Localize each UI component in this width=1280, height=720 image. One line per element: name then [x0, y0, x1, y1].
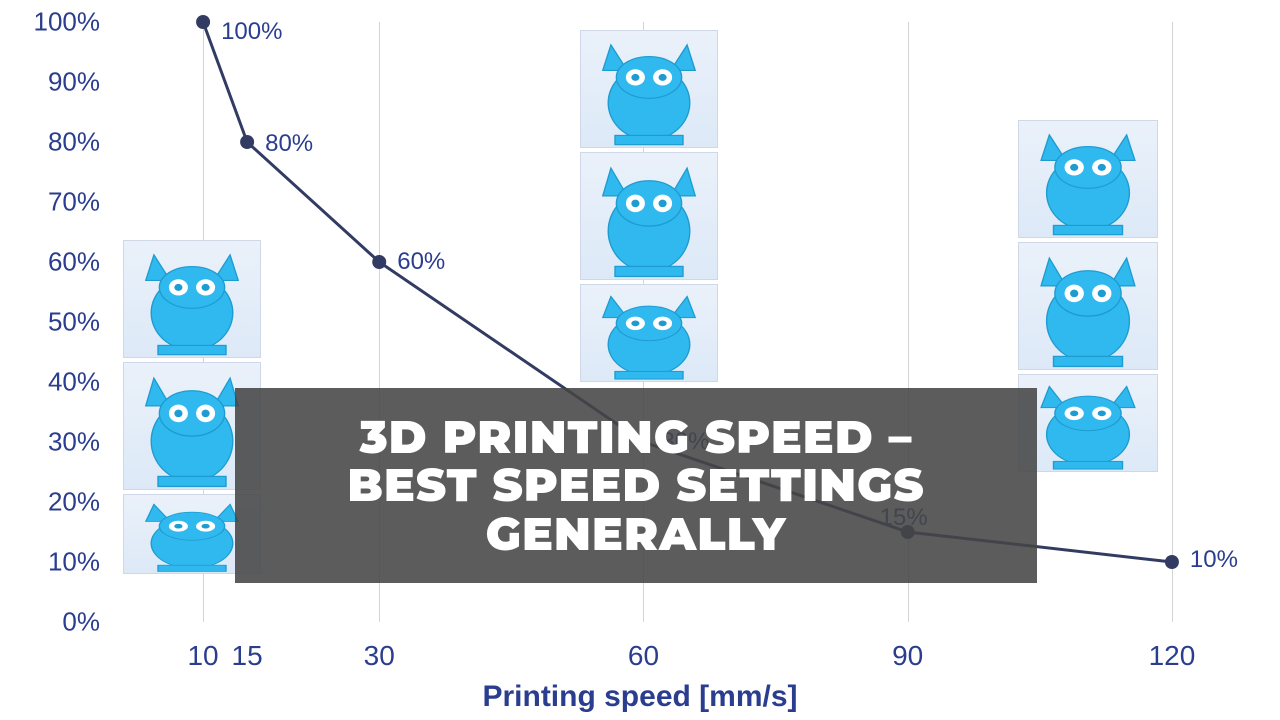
line-series [0, 0, 1280, 720]
data-point-label: 100% [221, 18, 282, 46]
overlay-line: 3D PRINTING SPEED – [347, 413, 924, 461]
data-point-marker [240, 135, 254, 149]
data-point-marker [372, 255, 386, 269]
data-point-label: 60% [397, 248, 445, 276]
title-overlay-banner: 3D PRINTING SPEED –BEST SPEED SETTINGSGE… [235, 388, 1037, 583]
data-point-marker [1165, 555, 1179, 569]
overlay-line: GENERALLY [347, 510, 924, 558]
data-point-label: 10% [1190, 546, 1238, 574]
data-point-label: 80% [265, 130, 313, 158]
data-point-marker [196, 15, 210, 29]
overlay-line: BEST SPEED SETTINGS [347, 461, 924, 509]
chart-container: 0%10%20%30%40%50%60%70%80%90%100%1015306… [0, 0, 1280, 720]
